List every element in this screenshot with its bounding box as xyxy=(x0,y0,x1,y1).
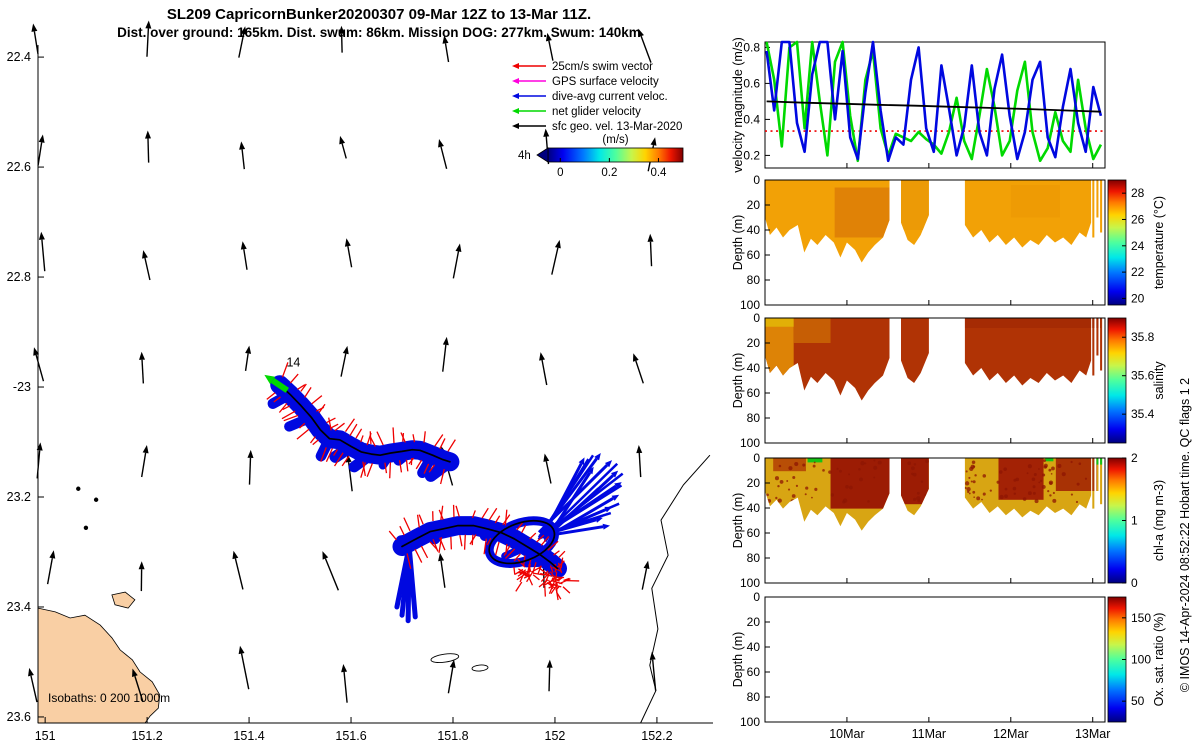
colorbar-oxygen: 150 100 50 Ox. sat. ratio (%) xyxy=(1108,597,1166,722)
svg-text:40: 40 xyxy=(747,640,761,654)
figure-title: SL209 CapricornBunker20200307 09-Mar 12Z… xyxy=(0,6,758,23)
svg-text:100: 100 xyxy=(740,715,760,729)
svg-text:Isobaths: 0 200 1000m: Isobaths: 0 200 1000m xyxy=(48,691,170,705)
svg-text:151: 151 xyxy=(35,729,56,743)
svg-text:0.4: 0.4 xyxy=(650,167,667,179)
svg-text:2: 2 xyxy=(1131,451,1138,465)
svg-text:26: 26 xyxy=(1131,212,1145,226)
svg-text:40: 40 xyxy=(747,223,761,237)
svg-text:28: 28 xyxy=(1131,186,1145,200)
svg-text:35.8: 35.8 xyxy=(1131,330,1155,344)
panel-salinity: 0 20 40 60 80 100 Depth (m) xyxy=(731,311,1105,450)
panel-chl_a: 0 20 40 60 80 100 Depth (m) xyxy=(731,451,1105,590)
svg-text:50: 50 xyxy=(1131,694,1145,708)
svg-text:60: 60 xyxy=(747,526,761,540)
svg-text:80: 80 xyxy=(747,273,761,287)
svg-text:22.6: 22.6 xyxy=(7,160,31,174)
svg-text:60: 60 xyxy=(747,386,761,400)
svg-text:24: 24 xyxy=(1131,239,1145,253)
svg-text:23.2: 23.2 xyxy=(7,490,31,504)
svg-text:151.6: 151.6 xyxy=(335,729,366,743)
svg-text:100: 100 xyxy=(740,436,760,450)
svg-text:152: 152 xyxy=(545,729,566,743)
svg-text:22.4: 22.4 xyxy=(7,50,31,64)
svg-text:velocity magnitude (m/s): velocity magnitude (m/s) xyxy=(731,37,745,172)
svg-text:0: 0 xyxy=(753,173,760,187)
svg-text:100: 100 xyxy=(1131,653,1151,667)
svg-text:temperature (°C): temperature (°C) xyxy=(1152,196,1166,289)
svg-text:0.2: 0.2 xyxy=(743,148,760,162)
svg-text:150: 150 xyxy=(1131,611,1151,625)
svg-text:(m/s): (m/s) xyxy=(602,134,628,146)
svg-text:11Mar: 11Mar xyxy=(912,727,947,741)
colorbar-temperature: 28 26 24 22 20 temperature (°C) xyxy=(1108,180,1166,305)
svg-text:20: 20 xyxy=(1131,291,1145,305)
svg-text:20: 20 xyxy=(747,615,761,629)
panel-oxygen: 0 20 40 60 80 100 10Mar 11Mar 12Mar 13Mar Depth (m… xyxy=(731,590,1110,741)
colorbar-chl_a: 2 1 0 chl-a (mg m-3) xyxy=(1108,451,1166,590)
svg-text:152.2: 152.2 xyxy=(641,729,672,743)
svg-text:GPS surface velocity: GPS surface velocity xyxy=(552,76,659,88)
svg-text:20: 20 xyxy=(747,336,761,350)
svg-text:net glider velocity: net glider velocity xyxy=(552,106,641,118)
svg-text:12Mar: 12Mar xyxy=(993,727,1028,741)
svg-text:80: 80 xyxy=(747,690,761,704)
svg-text:Depth (m): Depth (m) xyxy=(731,493,745,549)
svg-text:151.8: 151.8 xyxy=(437,729,468,743)
svg-text:151.2: 151.2 xyxy=(131,729,162,743)
svg-text:13Mar: 13Mar xyxy=(1075,727,1110,741)
svg-text:-23: -23 xyxy=(13,380,31,394)
svg-text:0.6: 0.6 xyxy=(743,76,760,90)
svg-text:1: 1 xyxy=(1131,514,1138,528)
svg-text:0: 0 xyxy=(753,590,760,604)
svg-text:60: 60 xyxy=(747,248,761,262)
svg-text:40: 40 xyxy=(747,361,761,375)
panel-temperature: 0 20 40 60 80 100 Depth (m) xyxy=(731,173,1105,312)
svg-text:Depth (m): Depth (m) xyxy=(731,632,745,688)
svg-text:0: 0 xyxy=(557,167,563,179)
svg-text:sfc geo. vel. 13-Mar-2020: sfc geo. vel. 13-Mar-2020 xyxy=(552,121,682,133)
map-legend: 25cm/s swim vector GPS surface velocity di… xyxy=(512,61,683,179)
copyright-vertical-text: © IMOS 14-Apr-2024 08:52:22 Hobart time.… xyxy=(1178,325,1194,745)
svg-text:20: 20 xyxy=(747,476,761,490)
svg-text:0: 0 xyxy=(753,311,760,325)
svg-text:20: 20 xyxy=(747,198,761,212)
svg-text:22: 22 xyxy=(1131,265,1145,279)
svg-text:80: 80 xyxy=(747,411,761,425)
svg-text:40: 40 xyxy=(747,501,761,515)
svg-text:100: 100 xyxy=(740,576,760,590)
svg-text:4h: 4h xyxy=(518,150,531,162)
figure-subtitle: Dist. over ground: 165km. Dist. swum: 86… xyxy=(0,25,758,40)
svg-text:25cm/s swim vector: 25cm/s swim vector xyxy=(552,61,653,73)
svg-text:0.4: 0.4 xyxy=(743,112,760,126)
svg-text:14: 14 xyxy=(286,356,300,370)
svg-text:Depth (m): Depth (m) xyxy=(731,215,745,271)
svg-text:22.8: 22.8 xyxy=(7,270,31,284)
svg-text:80: 80 xyxy=(747,551,761,565)
svg-text:0: 0 xyxy=(1131,576,1138,590)
svg-text:0.8: 0.8 xyxy=(743,40,760,54)
svg-text:0: 0 xyxy=(753,451,760,465)
svg-text:chl-a (mg m-3): chl-a (mg m-3) xyxy=(1152,480,1166,561)
svg-text:100: 100 xyxy=(740,298,760,312)
svg-text:60: 60 xyxy=(747,665,761,679)
svg-text:35.4: 35.4 xyxy=(1131,407,1155,421)
svg-text:0.2: 0.2 xyxy=(601,167,617,179)
svg-text:151.4: 151.4 xyxy=(233,729,264,743)
svg-text:10Mar: 10Mar xyxy=(829,727,864,741)
svg-text:salinity: salinity xyxy=(1152,361,1166,400)
svg-text:23.4: 23.4 xyxy=(7,600,31,614)
svg-text:dive-avg current veloc.: dive-avg current veloc. xyxy=(552,91,668,103)
svg-text:23.6: 23.6 xyxy=(7,710,31,724)
svg-text:Ox. sat. ratio (%): Ox. sat. ratio (%) xyxy=(1152,613,1166,707)
svg-text:Depth (m): Depth (m) xyxy=(731,353,745,409)
